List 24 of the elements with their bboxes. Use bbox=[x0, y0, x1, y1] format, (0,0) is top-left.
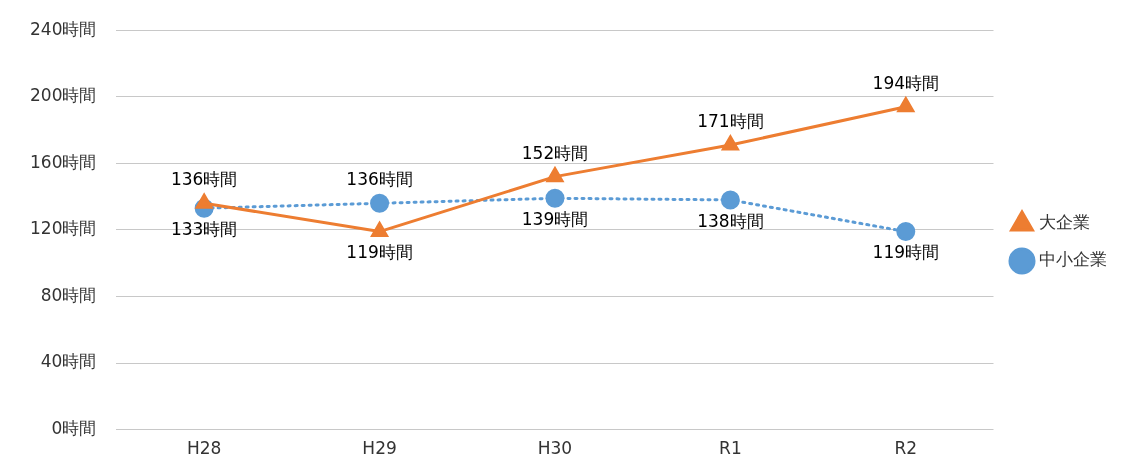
data-label: 136時間 bbox=[170, 169, 238, 190]
y-tick-label: 120時間 bbox=[29, 218, 97, 239]
data-label: 119時間 bbox=[872, 242, 940, 263]
x-tick-label: H29 bbox=[362, 438, 397, 459]
x-tick-label: R2 bbox=[894, 438, 918, 459]
data-label: 133時間 bbox=[170, 219, 238, 240]
data-label: 171時間 bbox=[697, 110, 764, 131]
y-tick-label: 160時間 bbox=[29, 151, 97, 172]
data-label: 152時間 bbox=[521, 142, 589, 163]
data-label: 119時間 bbox=[346, 242, 413, 263]
y-tick-label: 80時間 bbox=[40, 284, 97, 305]
y-tick-label: 40時間 bbox=[40, 351, 97, 372]
data-label: 136時間 bbox=[346, 169, 413, 190]
x-tick-label: H28 bbox=[186, 438, 222, 459]
y-tick-label: 240時間 bbox=[29, 18, 97, 39]
legend-label: 中小企業 bbox=[1039, 249, 1107, 270]
data-label: 138時間 bbox=[697, 210, 764, 231]
data-label: 194時間 bbox=[872, 72, 940, 93]
y-tick-label: 0時間 bbox=[51, 418, 97, 439]
data-label: 139時間 bbox=[521, 209, 589, 230]
legend-label: 大企業 bbox=[1039, 212, 1090, 233]
y-tick-label: 200時間 bbox=[29, 85, 97, 106]
x-tick-label: R1 bbox=[719, 438, 742, 459]
x-tick-label: H30 bbox=[537, 438, 573, 459]
